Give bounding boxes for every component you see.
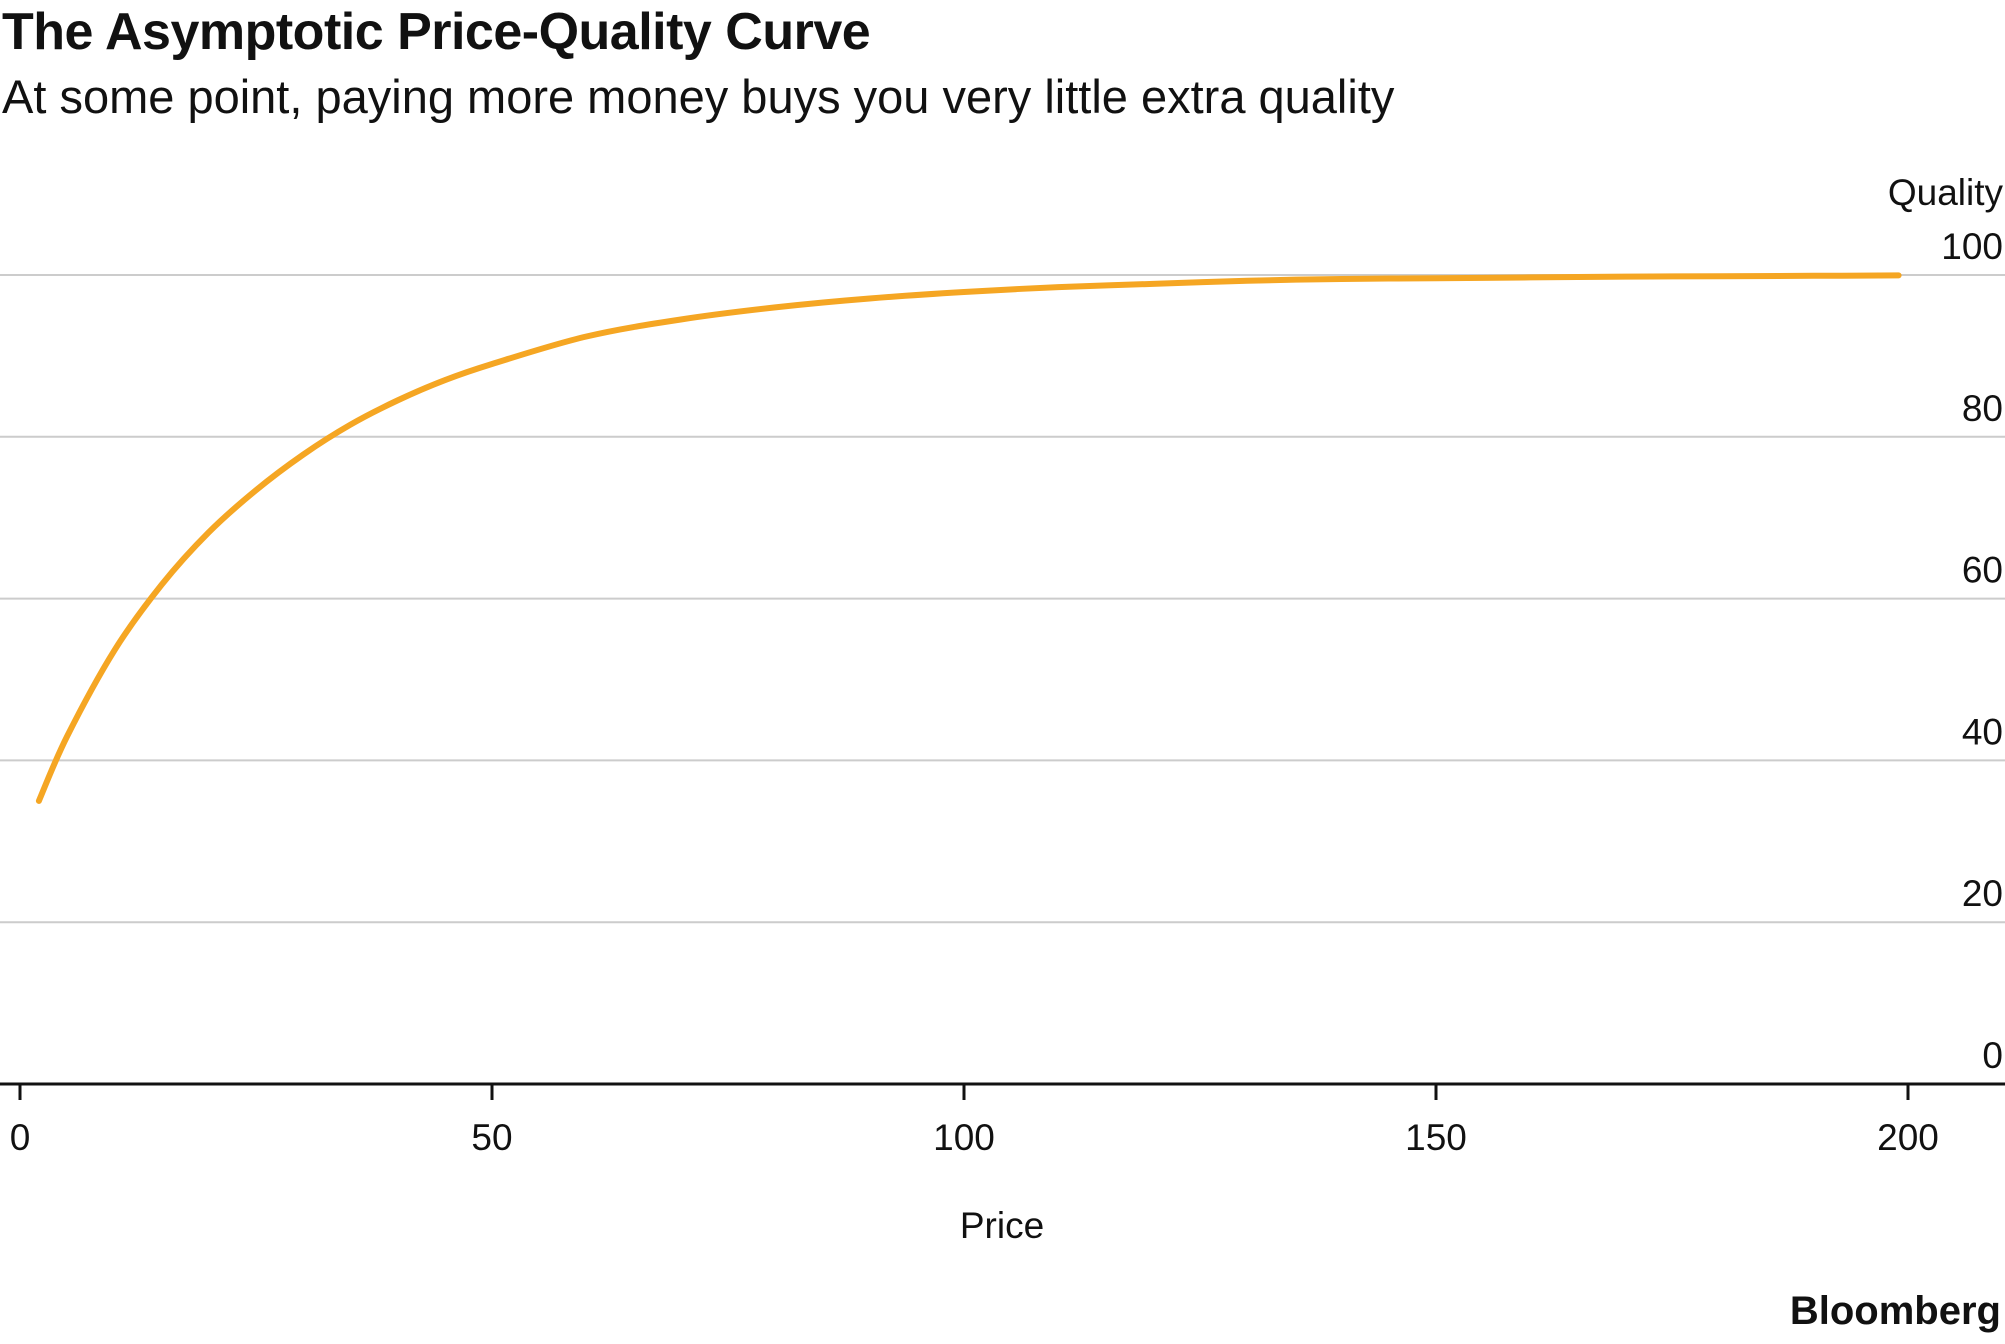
bloomberg-logo: Bloomberg [1789, 1289, 2001, 1333]
y-tick-label-100: 100 [1941, 226, 2003, 267]
x-tick-label-100: 100 [933, 1117, 995, 1158]
y-tick-label-60: 60 [1962, 550, 2003, 591]
gridlines [0, 274, 2005, 924]
x-tick-label-200: 200 [1877, 1117, 1939, 1158]
chart-title: The Asymptotic Price-Quality Curve [2, 3, 871, 61]
x-axis-title: Price [960, 1205, 1044, 1246]
x-tick-label-150: 150 [1405, 1117, 1467, 1158]
y-tick-label-80: 80 [1962, 388, 2003, 429]
series-line-0 [35, 272, 1902, 804]
y-tick-label-20: 20 [1962, 873, 2003, 914]
chart-subtitle: At some point, paying more money buys yo… [2, 70, 1395, 123]
x-axis-ticks: 0 50 100 150 200 [10, 1084, 1939, 1158]
y-axis-ticks: 0 20 40 60 80 100 [1941, 226, 2003, 1076]
x-tick-label-0: 0 [10, 1117, 31, 1158]
y-tick-label-0: 0 [1982, 1035, 2003, 1076]
series-layer [35, 272, 1902, 804]
x-tick-label-50: 50 [471, 1117, 512, 1158]
y-axis-title: Quality [1888, 172, 2004, 213]
y-tick-label-40: 40 [1962, 711, 2003, 752]
